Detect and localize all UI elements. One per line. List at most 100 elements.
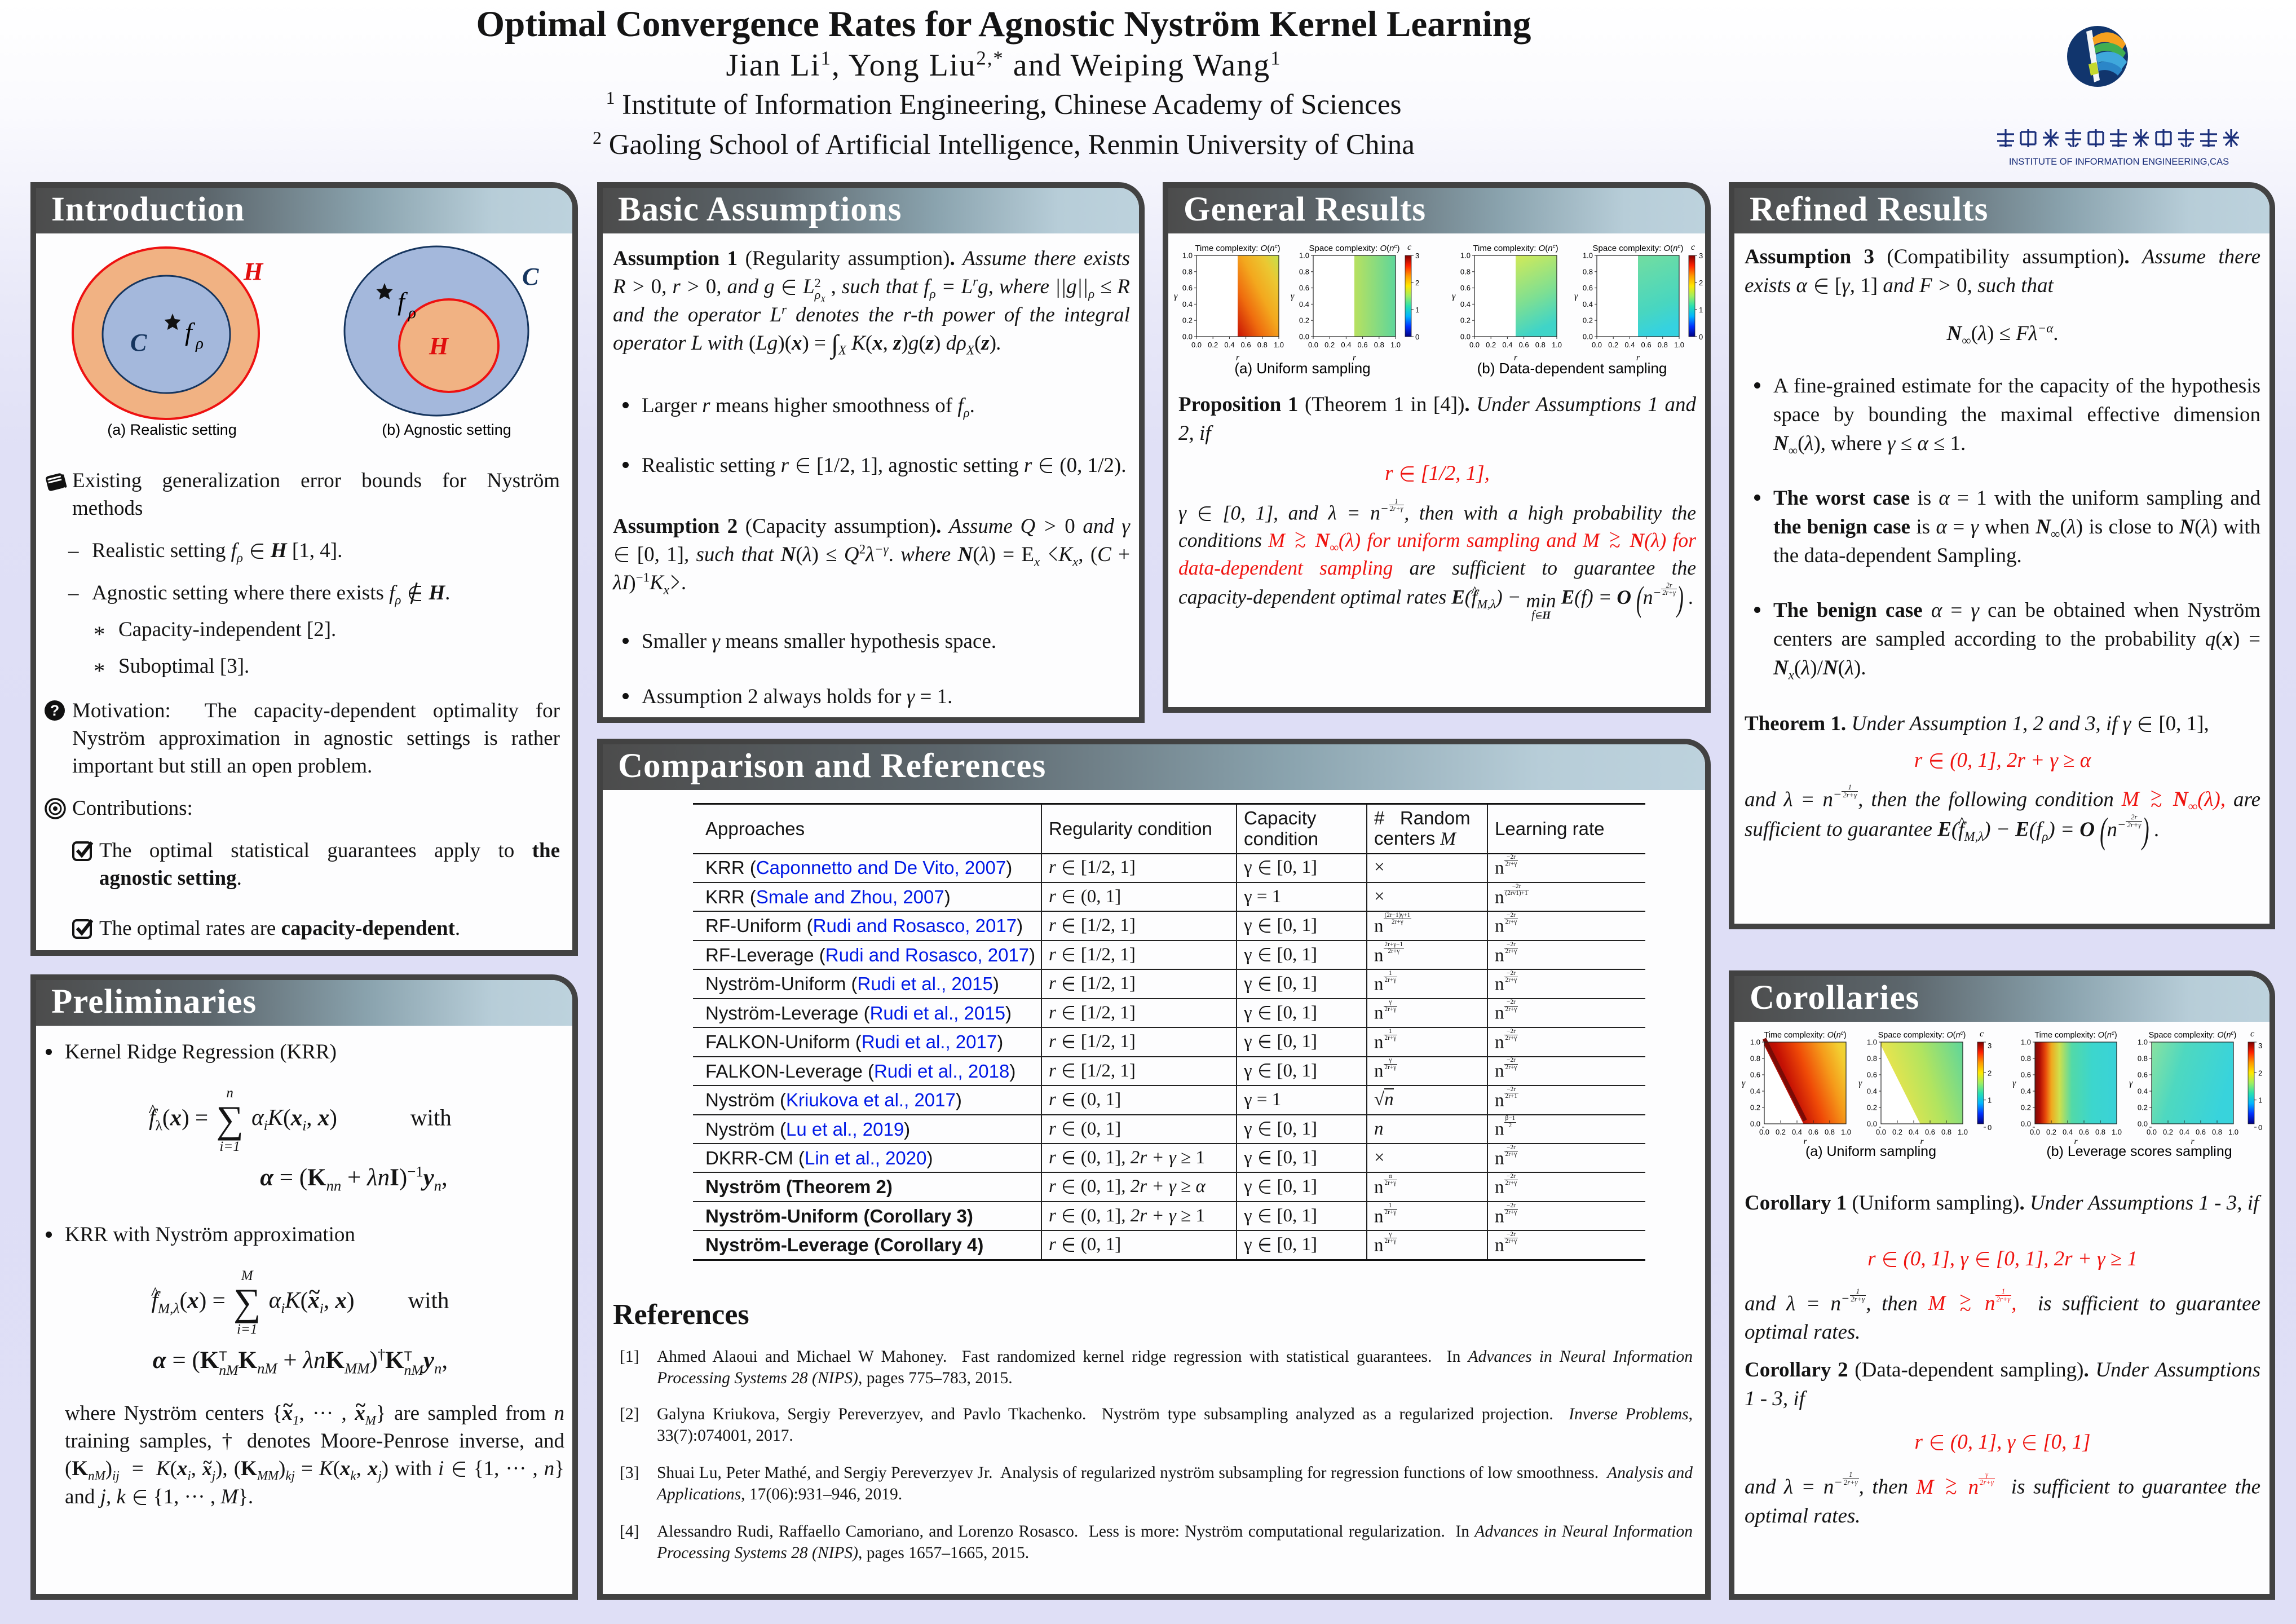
svg-text:0.4: 0.4 xyxy=(1867,1087,1877,1096)
svg-text:γ: γ xyxy=(2012,1079,2016,1088)
svg-text:0: 0 xyxy=(1699,333,1703,341)
svg-text:1.0: 1.0 xyxy=(2228,1128,2238,1136)
svg-text:ρ: ρ xyxy=(195,334,204,352)
svg-text:γ: γ xyxy=(1291,292,1295,301)
svg-text:0.8: 0.8 xyxy=(1583,267,1593,276)
svg-text:(b) Data-dependent sampling: (b) Data-dependent sampling xyxy=(1477,360,1667,377)
svg-text:0.8: 0.8 xyxy=(1750,1054,1760,1063)
svg-text:1.0: 1.0 xyxy=(1674,341,1684,349)
svg-text:1.0: 1.0 xyxy=(1552,341,1562,349)
svg-text:0.0: 0.0 xyxy=(1460,333,1471,341)
svg-text:0.4: 0.4 xyxy=(1750,1087,1760,1096)
svg-text:0.2: 0.2 xyxy=(1182,316,1193,325)
svg-text:0.0: 0.0 xyxy=(2147,1128,2157,1136)
svg-text:0.6: 0.6 xyxy=(1641,341,1652,349)
svg-text:γ: γ xyxy=(1742,1079,1746,1088)
svg-text:0.8: 0.8 xyxy=(1825,1128,1835,1136)
svg-text:0.6: 0.6 xyxy=(1358,341,1368,349)
svg-text:1.0: 1.0 xyxy=(2112,1128,2122,1136)
svg-text:1: 1 xyxy=(1415,306,1419,314)
svg-text:2: 2 xyxy=(1699,279,1703,287)
svg-text:0: 0 xyxy=(1415,333,1419,341)
svg-text:c: c xyxy=(1980,1031,1984,1039)
svg-text:Time complexity: O(nc): Time complexity: O(nc) xyxy=(2034,1031,2117,1040)
svg-text:Space complexity: O(nc): Space complexity: O(nc) xyxy=(2149,1031,2237,1040)
svg-text:0.4: 0.4 xyxy=(1792,1128,1802,1136)
svg-text:(a) Realistic setting: (a) Realistic setting xyxy=(107,421,237,438)
svg-text:2: 2 xyxy=(1415,279,1419,287)
svg-text:0.6: 0.6 xyxy=(1750,1071,1760,1079)
svg-text:1.0: 1.0 xyxy=(1274,341,1284,349)
svg-text:(b) Agnostic setting: (b) Agnostic setting xyxy=(382,421,511,438)
svg-text:0.4: 0.4 xyxy=(1909,1128,1919,1136)
svg-text:0.4: 0.4 xyxy=(1182,300,1193,308)
svg-text:Space complexity: O(nc): Space complexity: O(nc) xyxy=(1878,1031,1966,1040)
svg-text:0.0: 0.0 xyxy=(1583,333,1593,341)
svg-text:0.4: 0.4 xyxy=(1299,300,1309,308)
svg-text:r: r xyxy=(1920,1137,1924,1146)
svg-text:1.0: 1.0 xyxy=(1460,251,1471,260)
svg-text:0.8: 0.8 xyxy=(2212,1128,2222,1136)
svg-text:?: ? xyxy=(50,702,60,719)
svg-text:0.2: 0.2 xyxy=(1299,316,1309,325)
svg-text:0.2: 0.2 xyxy=(1460,316,1471,325)
svg-text:0.0: 0.0 xyxy=(2021,1120,2031,1128)
svg-text:Space complexity: O(nc): Space complexity: O(nc) xyxy=(1593,244,1684,253)
svg-text:ρ: ρ xyxy=(408,304,416,322)
svg-text:0.4: 0.4 xyxy=(1502,341,1512,349)
svg-text:0.6: 0.6 xyxy=(1182,284,1193,292)
svg-text:0.0: 0.0 xyxy=(2030,1128,2040,1136)
svg-text:0.6: 0.6 xyxy=(1241,341,1251,349)
svg-text:0.8: 0.8 xyxy=(1460,267,1471,276)
svg-text:0.6: 0.6 xyxy=(2196,1128,2206,1136)
svg-text:0.2: 0.2 xyxy=(1486,341,1496,349)
svg-text:0.4: 0.4 xyxy=(1624,341,1635,349)
svg-text:1.0: 1.0 xyxy=(1182,251,1193,260)
svg-text:0.8: 0.8 xyxy=(1941,1128,1951,1136)
svg-text:0.6: 0.6 xyxy=(1867,1071,1877,1079)
svg-text:0.0: 0.0 xyxy=(1867,1120,1877,1128)
svg-text:2: 2 xyxy=(1988,1069,1992,1077)
svg-text:0.0: 0.0 xyxy=(1191,341,1202,349)
svg-text:0.2: 0.2 xyxy=(2138,1104,2148,1112)
svg-text:1.0: 1.0 xyxy=(1583,251,1593,260)
svg-text:r: r xyxy=(1353,353,1357,363)
svg-text:1.0: 1.0 xyxy=(1299,251,1309,260)
svg-text:0.2: 0.2 xyxy=(1776,1128,1786,1136)
svg-text:r: r xyxy=(1636,353,1640,363)
svg-text:c: c xyxy=(1691,242,1695,252)
svg-text:0.4: 0.4 xyxy=(1341,341,1351,349)
svg-text:0.6: 0.6 xyxy=(1925,1128,1935,1136)
svg-text:0.0: 0.0 xyxy=(1750,1120,1760,1128)
svg-text:0.2: 0.2 xyxy=(1208,341,1218,349)
svg-text:r: r xyxy=(1803,1137,1807,1146)
svg-text:r: r xyxy=(2074,1137,2078,1146)
svg-text:0.0: 0.0 xyxy=(1759,1128,1769,1136)
svg-text:1: 1 xyxy=(1699,306,1703,314)
svg-text:0.4: 0.4 xyxy=(1583,300,1593,308)
svg-text:0.4: 0.4 xyxy=(2021,1087,2031,1096)
svg-text:0.0: 0.0 xyxy=(1299,333,1309,341)
svg-text:1.0: 1.0 xyxy=(1390,341,1401,349)
svg-text:0.4: 0.4 xyxy=(1224,341,1234,349)
svg-text:0.8: 0.8 xyxy=(1867,1054,1877,1063)
svg-text:0.2: 0.2 xyxy=(1583,316,1593,325)
svg-text:3: 3 xyxy=(2258,1042,2262,1050)
svg-text:0.2: 0.2 xyxy=(1867,1104,1877,1112)
svg-text:0: 0 xyxy=(2258,1123,2262,1132)
svg-text:0.4: 0.4 xyxy=(2063,1128,2073,1136)
svg-text:3: 3 xyxy=(1699,251,1703,260)
svg-text:1: 1 xyxy=(2258,1096,2262,1105)
svg-text:3: 3 xyxy=(1415,251,1419,260)
svg-text:(b) Leverage scores sampling: (b) Leverage scores sampling xyxy=(2046,1144,2232,1159)
svg-text:Space complexity: O(nc): Space complexity: O(nc) xyxy=(1309,244,1400,253)
svg-text:c: c xyxy=(2250,1031,2254,1039)
svg-text:1.0: 1.0 xyxy=(1750,1038,1760,1047)
svg-text:0.0: 0.0 xyxy=(1876,1128,1886,1136)
svg-text:0.4: 0.4 xyxy=(2179,1128,2189,1136)
svg-text:0.6: 0.6 xyxy=(1299,284,1309,292)
svg-text:0.8: 0.8 xyxy=(1535,341,1546,349)
svg-text:1.0: 1.0 xyxy=(2021,1038,2031,1047)
svg-text:0.6: 0.6 xyxy=(1808,1128,1818,1136)
svg-text:0.2: 0.2 xyxy=(1750,1104,1760,1112)
